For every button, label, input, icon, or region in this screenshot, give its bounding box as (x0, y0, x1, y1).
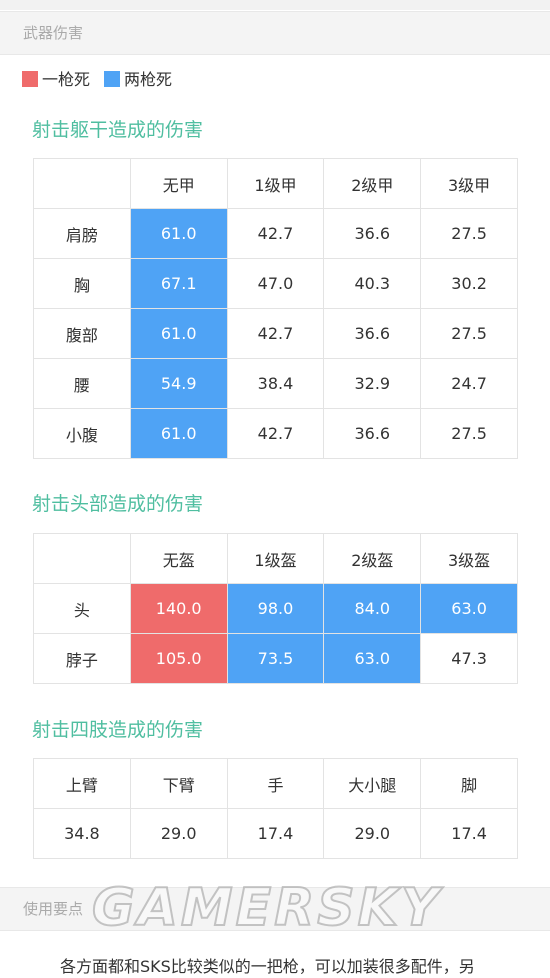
table-cell: 36.6 (323, 308, 422, 359)
table-cell: 42.7 (226, 208, 325, 259)
table-cell: 27.5 (420, 208, 518, 259)
header-cell (33, 533, 131, 584)
table-cell: 38.4 (226, 358, 325, 409)
legend-swatch (104, 71, 121, 87)
table-cell: 140.0 (129, 583, 228, 634)
paragraph: 各方面都和SKS比较类似的一把枪，可以加装很多配件，另 (60, 957, 475, 976)
legend-swatch (22, 71, 38, 87)
table-cell: 34.8 (33, 808, 131, 859)
watermark: GAMERSKY (91, 877, 442, 939)
table-cell: 73.5 (226, 633, 325, 684)
header-cell: 上臂 (33, 758, 131, 809)
header-cell: 3级甲 (420, 158, 518, 209)
section-header: 使用要点 (0, 887, 550, 931)
table-cell: 63.0 (323, 633, 422, 684)
table-cell: 腹部 (33, 308, 131, 359)
header-cell: 1级甲 (226, 158, 325, 209)
table-cell: 27.5 (420, 408, 518, 459)
table-cell: 42.7 (226, 408, 325, 459)
table-cell: 63.0 (420, 583, 518, 634)
table-cell: 27.5 (420, 308, 518, 359)
table-heading: 射击头部造成的伤害 (32, 493, 204, 515)
top-bar (0, 0, 550, 10)
table-heading: 射击四肢造成的伤害 (32, 719, 204, 741)
header-cell: 手 (226, 758, 325, 809)
data-table: 无甲 1级甲 2级甲 3级甲 肩膀 61.0 42.7 36.6 27.5 胸 67.1 47.0 40… (33, 158, 518, 459)
table-cell: 105.0 (129, 633, 228, 684)
table-cell: 17.4 (420, 808, 518, 859)
table-row: 腹部 61.0 42.7 36.6 27.5 (33, 308, 518, 359)
header-cell: 大小腿 (323, 758, 422, 809)
table-row: 肩膀 61.0 42.7 36.6 27.5 (33, 208, 518, 259)
header-cell: 3级盔 (420, 533, 518, 584)
header-row: 无盔 1级盔 2级盔 3级盔 (33, 533, 518, 584)
header-cell: 1级盔 (226, 533, 325, 584)
table-row: 头 140.0 98.0 84.0 63.0 (33, 583, 518, 634)
header-row: 上臂 下臂手大小腿脚 (33, 758, 518, 809)
table-cell: 胸 (33, 258, 131, 309)
header-cell: 2级盔 (323, 533, 422, 584)
table-cell: 67.1 (129, 258, 228, 309)
table-cell: 54.9 (129, 358, 228, 409)
table-row: 胸 67.1 47.0 40.3 30.2 (33, 258, 518, 309)
table-cell: 脖子 (33, 633, 131, 684)
legend-item: 两枪死 (104, 66, 172, 90)
header-cell (33, 158, 131, 209)
table-cell: 32.9 (323, 358, 422, 409)
table-cell: 36.6 (323, 208, 422, 259)
table-cell: 42.7 (226, 308, 325, 359)
table-cell: 17.4 (226, 808, 325, 859)
header-cell: 2级甲 (323, 158, 422, 209)
table-cell: 腰 (33, 358, 131, 409)
legend-label: 一枪死 (42, 70, 91, 89)
data-table: 无盔 1级盔 2级盔 3级盔头 140.0 98.0 84.0 63.0 脖子 105.0 73.5… (33, 533, 518, 684)
table-cell: 84.0 (323, 583, 422, 634)
table-cell: 47.0 (226, 258, 325, 309)
legend-label: 两枪死 (124, 70, 173, 89)
table-cell: 29.0 (323, 808, 422, 859)
section-header: 武器伤害 (0, 11, 550, 55)
table-cell: 40.3 (323, 258, 422, 309)
legend: 一枪死 两枪死 (22, 66, 172, 90)
table-cell: 61.0 (129, 208, 228, 259)
table-cell: 98.0 (226, 583, 325, 634)
table-row: 腰 54.9 38.4 32.9 24.7 (33, 358, 518, 409)
table-row: 脖子 105.0 73.5 63.0 47.3 (33, 633, 518, 684)
data-table: 上臂 下臂手大小腿脚 34.8 29.0 17.4 29.0 17.4 (33, 758, 518, 859)
header-cell: 无甲 (129, 158, 228, 209)
legend-item: 一枪死 (22, 66, 90, 90)
table-cell: 24.7 (420, 358, 518, 409)
table-cell: 小腹 (33, 408, 131, 459)
table-cell: 29.0 (129, 808, 228, 859)
table-cell: 61.0 (129, 308, 228, 359)
table-cell: 47.3 (420, 633, 518, 684)
table-heading: 射击躯干造成的伤害 (32, 119, 204, 141)
header-cell: 无盔 (129, 533, 228, 584)
table-row: 34.8 29.0 17.4 29.0 17.4 (33, 808, 518, 859)
header-cell: 脚 (420, 758, 518, 809)
header-row: 无甲 1级甲 2级甲 3级甲 (33, 158, 518, 209)
table-row: 小腹 61.0 42.7 36.6 27.5 (33, 408, 518, 459)
table-cell: 36.6 (323, 408, 422, 459)
header-cell: 下臂 (129, 758, 228, 809)
table-cell: 头 (33, 583, 131, 634)
table-cell: 肩膀 (33, 208, 131, 259)
table-cell: 30.2 (420, 258, 518, 309)
table-cell: 61.0 (129, 408, 228, 459)
